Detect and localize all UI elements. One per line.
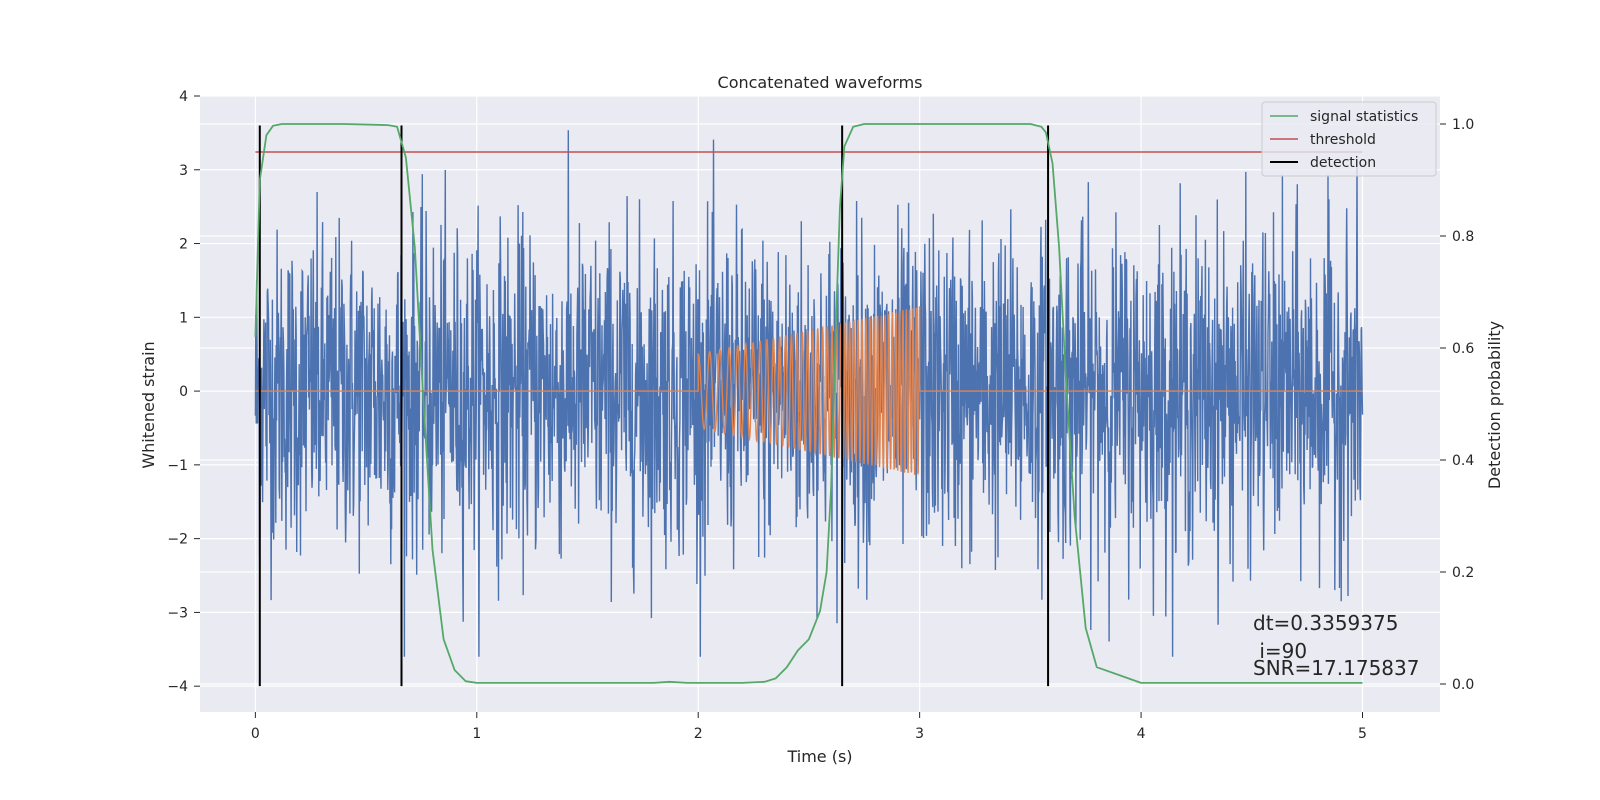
legend-frame	[1261, 101, 1437, 177]
legend-label-detection: detection	[1310, 155, 1376, 171]
y-right-tick-label: 0.8	[1452, 229, 1474, 245]
legend-label-signal-statistics: signal statistics	[1310, 109, 1418, 125]
y-right-tick-label: 0.6	[1452, 341, 1474, 357]
y-tick-label: 2	[179, 237, 188, 253]
x-tick-label: 5	[1358, 726, 1367, 742]
x-axis-label: Time (s)	[786, 747, 852, 766]
y-tick-label: 3	[179, 163, 188, 179]
injected-chirp-line	[255, 306, 1363, 475]
x-tick-label: 4	[1137, 726, 1146, 742]
annotation-snr: SNR=17.175837	[1253, 656, 1419, 680]
y-tick-label: 1	[179, 310, 188, 326]
x-tick-label: 0	[251, 726, 260, 742]
x-tick-label: 3	[915, 726, 924, 742]
chart-title: Concatenated waveforms	[718, 73, 923, 92]
y-right-tick-label: 0.0	[1452, 677, 1474, 693]
y-right-tick-label: 1.0	[1452, 117, 1474, 133]
x-tick-label: 2	[694, 726, 703, 742]
x-tick-label: 1	[472, 726, 481, 742]
legend-label-threshold: threshold	[1310, 132, 1376, 148]
legend: signal statistics threshold detection	[1261, 101, 1437, 177]
y-axis-label: Whitened strain	[139, 341, 158, 468]
signal-statistics-line	[254, 123, 1363, 684]
y-right-tick-label: 0.2	[1452, 565, 1474, 581]
y-tick-label: 0	[179, 384, 188, 400]
ticks: 0 1 2 3 4 5 −4 −3 −2 −1 0 1 2 3 4 0.0 0.2 0.4 0.6 0.8 1.0	[167, 89, 1474, 742]
annotation-dt: dt=0.3359375	[1253, 611, 1398, 635]
y-tick-label: −2	[167, 532, 188, 548]
y-tick-label: 4	[179, 89, 188, 105]
data-series	[254, 123, 1364, 687]
annotation-index: i=90	[1253, 639, 1307, 663]
y-right-tick-label: 0.4	[1452, 453, 1474, 469]
y-tick-label: −3	[167, 605, 188, 621]
y-tick-label: −4	[167, 679, 188, 695]
y-tick-label: −1	[167, 458, 188, 474]
y-axis-label-right: Detection probability	[1485, 321, 1504, 489]
